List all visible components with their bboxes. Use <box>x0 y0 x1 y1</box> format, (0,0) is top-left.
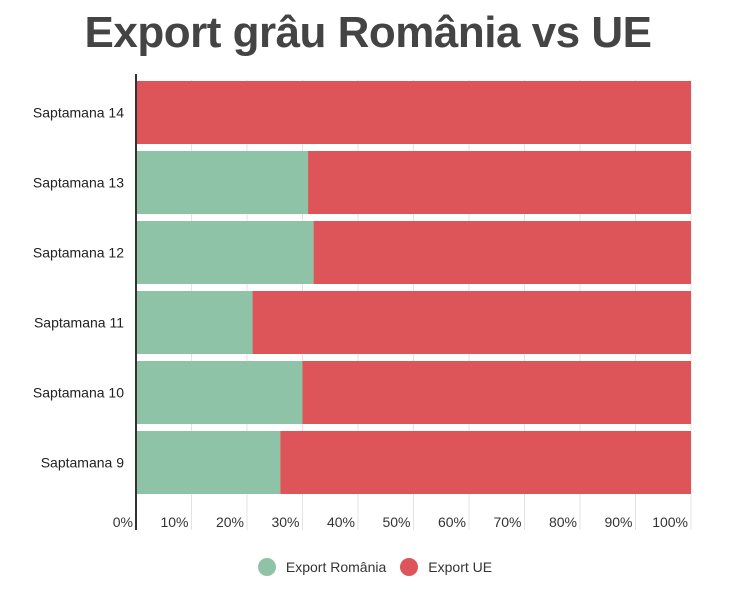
category-label: Saptamana 14 <box>33 105 124 121</box>
bar-romania <box>136 431 281 494</box>
x-tick-label: 0% <box>113 514 133 530</box>
bar-ue <box>308 151 691 214</box>
bar-ue <box>313 221 691 284</box>
category-label: Saptamana 10 <box>33 385 124 401</box>
x-tick-label: 10% <box>160 514 188 530</box>
bar-ue <box>280 431 691 494</box>
bar-ue <box>302 361 691 424</box>
chart-legend: Export România Export UE <box>0 558 750 576</box>
legend-label-romania: Export România <box>285 559 387 575</box>
legend-swatch-romania <box>257 558 276 576</box>
bar-romania <box>136 151 309 214</box>
bar-ue <box>136 81 691 144</box>
category-label: Saptamana 9 <box>41 455 124 471</box>
x-tick-label: 20% <box>216 514 244 530</box>
bar-romania <box>136 361 303 424</box>
x-tick-label: 40% <box>327 514 355 530</box>
legend-swatch-ue <box>400 558 419 576</box>
bar-ue <box>252 291 692 354</box>
category-label: Saptamana 13 <box>33 175 124 191</box>
x-tick-label: 50% <box>382 514 410 530</box>
legend-item-romania: Export România <box>257 558 387 576</box>
x-tick-label: 60% <box>438 514 466 530</box>
x-tick-label: 100% <box>652 514 688 530</box>
category-label: Saptamana 12 <box>33 245 124 261</box>
chart-title: Export grâu România vs UE <box>84 8 652 57</box>
bar-romania <box>136 291 253 354</box>
x-tick-label: 90% <box>604 514 632 530</box>
x-tick-label: 70% <box>493 514 521 530</box>
x-tick-label: 30% <box>271 514 299 530</box>
category-label: Saptamana 11 <box>34 315 124 331</box>
bar-romania <box>136 221 314 284</box>
x-tick-label: 80% <box>549 514 577 530</box>
legend-label-ue: Export UE <box>428 559 493 575</box>
legend-item-ue: Export UE <box>400 558 492 576</box>
